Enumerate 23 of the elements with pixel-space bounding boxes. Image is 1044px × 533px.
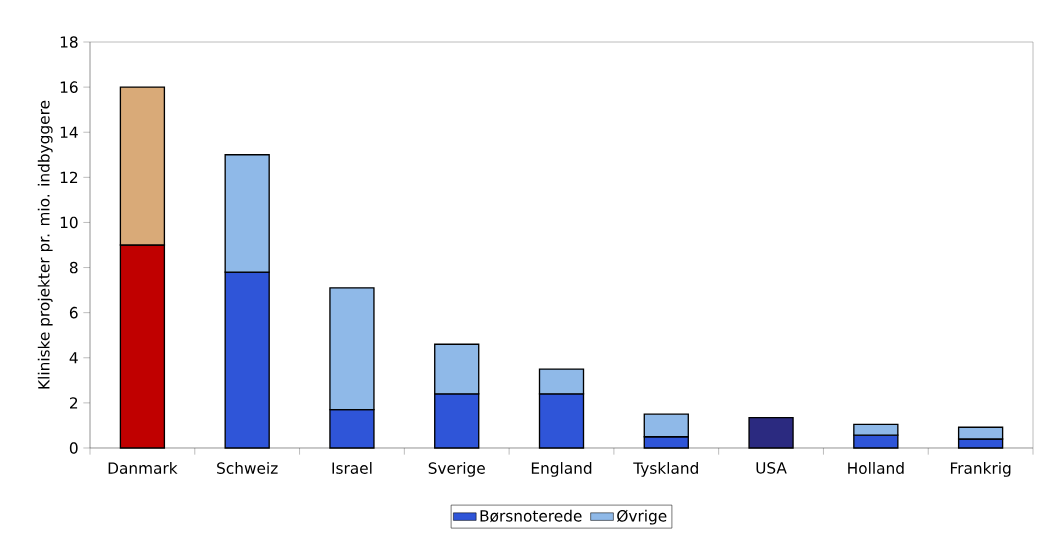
x-tick-label: Sverige [428, 462, 485, 477]
legend-label: Børsnoterede [480, 509, 582, 523]
y-tick-label: 16 [60, 81, 78, 93]
x-tick-label: USA [756, 462, 787, 474]
y-tick-label: 6 [69, 306, 78, 319]
y-tick-label: 12 [60, 171, 78, 184]
y-tick-label: 8 [69, 261, 78, 274]
x-tick-label: Israel [332, 462, 372, 474]
y-tick-label: 18 [60, 36, 78, 48]
x-tick-label: Frankrig [950, 462, 1011, 477]
y-tick-label: 10 [60, 216, 78, 229]
y-tick-label: 0 [69, 442, 78, 454]
y-tick-label: 4 [69, 352, 78, 364]
y-axis-title: Kliniske projekter pr. mio. indbyggere [37, 100, 53, 389]
x-tick-label: Danmark [108, 462, 178, 474]
x-tick-label: England [531, 462, 592, 477]
x-tick-label: Holland [848, 462, 904, 474]
legend-label: Øvrige [617, 509, 667, 525]
bar [748, 416, 794, 449]
y-tick-label: 14 [60, 126, 78, 138]
x-tick-label: Tyskland [633, 462, 698, 477]
y-tick-label: 2 [70, 397, 78, 409]
x-tick-label: Schweiz [217, 462, 278, 474]
